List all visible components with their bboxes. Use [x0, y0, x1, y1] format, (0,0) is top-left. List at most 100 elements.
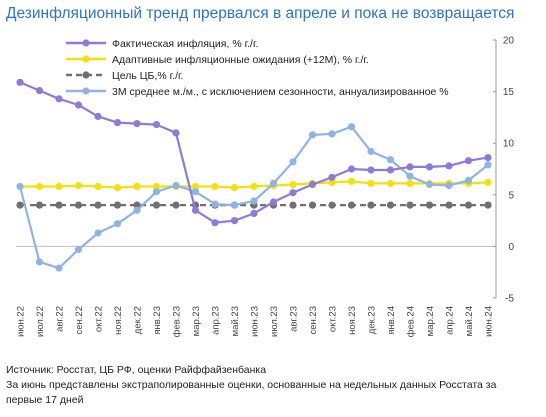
data-point: [328, 201, 336, 209]
data-point: [74, 101, 83, 109]
source-note: Источник: Росстат, ЦБ РФ, оценки Райффай…: [6, 364, 267, 376]
x-tick-label: июл.22: [35, 306, 46, 337]
data-point: [289, 201, 297, 209]
data-point: [484, 178, 492, 186]
legend: Фактическая инфляция, % г./г. Адаптивные …: [66, 38, 449, 98]
legend-swatch-marker: [82, 71, 90, 79]
data-point: [425, 163, 434, 171]
legend-label: Фактическая инфляция, % г./г.: [112, 38, 258, 50]
data-point: [425, 201, 434, 209]
data-point: [484, 154, 492, 162]
y-tick-label: 5: [508, 190, 514, 201]
data-point: [289, 180, 297, 189]
data-point: [386, 166, 395, 174]
data-point: [289, 158, 297, 166]
data-point: [94, 201, 102, 209]
data-point: [133, 182, 141, 191]
data-point: [152, 182, 161, 191]
data-point: [133, 206, 141, 214]
x-tick-label: мар.24: [425, 306, 436, 336]
data-point: [386, 179, 395, 187]
data-point: [211, 200, 219, 208]
data-point: [230, 184, 239, 192]
data-point: [250, 197, 258, 205]
data-point: [152, 188, 161, 196]
data-point: [211, 182, 219, 191]
data-point: [16, 78, 24, 86]
data-point: [367, 179, 375, 187]
data-point: [347, 177, 356, 185]
data-point: [94, 229, 102, 237]
data-point: [113, 184, 122, 192]
data-point: [16, 182, 24, 191]
line-chart: -5 0 5 10 15 20 июн.22 июл.22 авг.22 сен.22 окт.22…: [16, 36, 515, 338]
x-tick-label: фев.24: [406, 306, 417, 337]
x-tick-label: ноя.22: [113, 306, 124, 335]
data-point: [445, 201, 453, 209]
data-point: [35, 201, 44, 209]
data-point: [386, 201, 395, 209]
data-point: [35, 87, 44, 95]
data-point: [406, 172, 414, 180]
legend-item-2: Адаптивные инфляционные ожидания (+12М),…: [66, 54, 369, 66]
series-4: [16, 123, 492, 272]
data-point: [172, 129, 180, 137]
data-point: [55, 264, 63, 272]
data-point: [74, 201, 83, 209]
x-tick-label: ноя.23: [347, 306, 358, 335]
data-point: [406, 201, 414, 209]
chart-title: Дезинфляционный тренд прервался в апреле…: [6, 5, 515, 22]
data-point: [113, 220, 122, 228]
data-point: [230, 217, 239, 225]
x-tick-label: апр.24: [445, 306, 456, 335]
data-point: [191, 188, 200, 196]
data-point: [152, 201, 161, 209]
data-point: [250, 209, 258, 217]
data-point: [211, 219, 219, 227]
extrapolation-note-cont: первые 17 дней: [6, 394, 84, 406]
data-point: [74, 245, 83, 254]
data-point: [445, 181, 453, 190]
data-point: [113, 119, 122, 127]
legend-item-4: 3М среднее м./м., с исключением сезоннос…: [66, 86, 449, 98]
x-tick-label: сен.23: [308, 306, 319, 335]
x-tick-label: окт.22: [94, 306, 105, 332]
extrapolation-note: За июнь представлены экстраполированные …: [6, 379, 497, 391]
data-point: [55, 95, 63, 103]
data-point: [367, 147, 375, 156]
data-point: [328, 173, 336, 181]
x-tick-label: дек.22: [133, 306, 144, 334]
data-point: [74, 181, 83, 190]
x-tick-label: май.24: [464, 306, 475, 336]
data-point: [484, 161, 492, 169]
data-point: [269, 179, 278, 187]
data-point: [347, 165, 356, 173]
data-point: [191, 182, 200, 191]
data-point: [464, 201, 473, 209]
data-point: [308, 201, 317, 209]
data-point: [269, 198, 278, 206]
y-tick-label: 15: [503, 87, 515, 98]
data-point: [308, 180, 317, 189]
data-point: [35, 258, 44, 266]
x-tick-label: июн.23: [250, 306, 261, 337]
data-point: [347, 123, 356, 131]
data-point: [133, 201, 141, 209]
legend-item-3: Цель ЦБ,% г./г.: [66, 70, 183, 82]
data-point: [152, 121, 161, 129]
data-point: [230, 201, 239, 209]
data-point: [367, 166, 375, 174]
x-tick-label: фев.23: [172, 306, 183, 337]
x-tick-label: май.23: [230, 306, 241, 336]
data-point: [55, 182, 63, 191]
data-point: [328, 178, 336, 186]
x-tick-label: июн.22: [16, 306, 27, 337]
data-point: [445, 162, 453, 170]
x-tick-label: авг.23: [289, 306, 300, 332]
data-point: [94, 182, 102, 191]
y-tick-label: 0: [508, 242, 514, 253]
data-point: [250, 182, 258, 191]
y-tick-label: 10: [503, 139, 515, 150]
series-layer: [16, 78, 492, 272]
x-tick-label: июн.24: [484, 306, 495, 337]
